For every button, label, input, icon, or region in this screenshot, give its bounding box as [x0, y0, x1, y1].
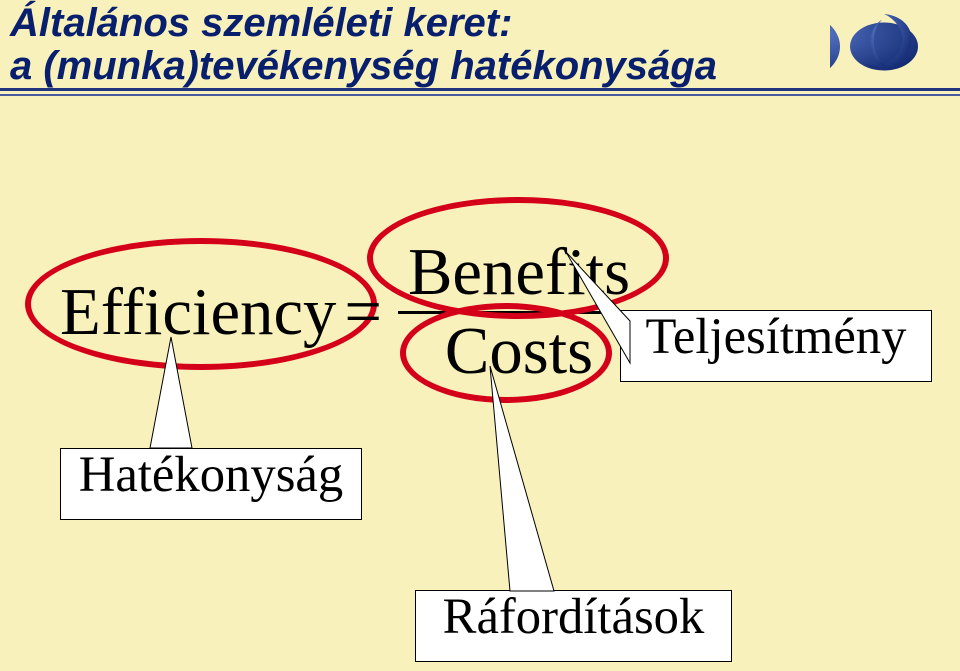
callout-hatekonysag-label: Hatékonyság — [61, 449, 361, 519]
efficiency-label: Efficiency — [60, 276, 336, 349]
logo-svg — [830, 6, 938, 86]
title-line-1: Általános szemléleti keret: — [10, 2, 717, 45]
callout-raforditasok-label: Ráfordítások — [416, 591, 731, 661]
callout-hatekonysag: Hatékonyság — [60, 448, 362, 520]
logo — [830, 6, 938, 86]
pointer-teljesitmeny — [564, 250, 632, 365]
efficiency-term: Efficiency — [60, 275, 336, 351]
pointer-raforditasok — [488, 364, 556, 593]
equals-sign: = — [344, 275, 382, 351]
title-underline — [0, 88, 960, 98]
slide-title: Általános szemléleti keret: a (munka)tev… — [10, 2, 717, 88]
title-line-2: a (munka)tevékenység hatékonysága — [10, 45, 717, 88]
pointer-hatekonysag — [148, 335, 194, 450]
callout-teljesitmeny-label: Teljesítmény — [621, 311, 931, 381]
callout-raforditasok: Ráfordítások — [415, 590, 732, 662]
callout-teljesitmeny: Teljesítmény — [620, 310, 932, 382]
